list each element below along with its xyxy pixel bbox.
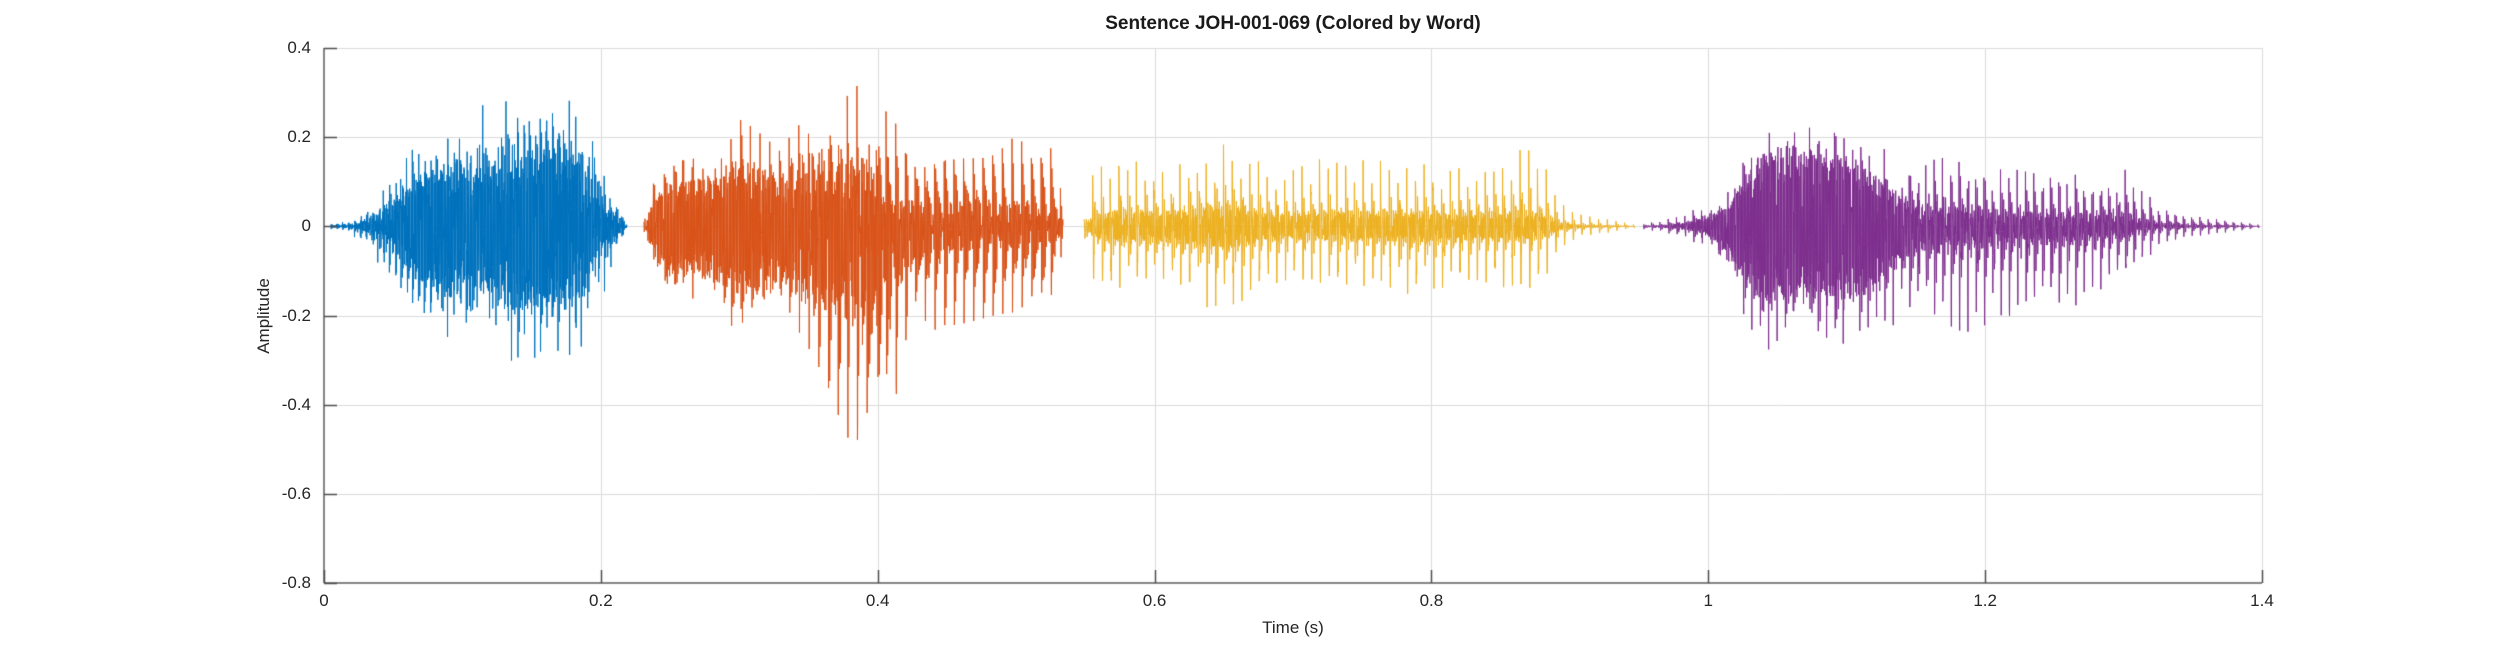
y-tick-label--0.6: -0.6	[281, 483, 311, 503]
x-axis-label: Time (s)	[1262, 618, 1324, 637]
x-tick-label-1.2: 1.2	[1973, 591, 1997, 610]
x-tick-label-0.8: 0.8	[1419, 591, 1444, 610]
y-tick-label-0.4: 0.4	[287, 38, 311, 57]
y-tick-label-0.2: 0.2	[287, 127, 311, 147]
y-tick-label--0.8: -0.8	[281, 573, 311, 592]
x-tick-label-0: 0	[319, 591, 329, 610]
x-tick-label-0.6: 0.6	[1142, 591, 1167, 610]
x-tick-label-1: 1	[1703, 591, 1714, 610]
x-tick-label-0.4: 0.4	[865, 591, 890, 610]
y-tick-label--0.4: -0.4	[281, 394, 311, 414]
plot-title: Sentence JOH-001-069 (Colored by Word)	[1105, 13, 1481, 34]
y-tick-label--0.2: -0.2	[281, 305, 311, 325]
x-tick-label-0.2: 0.2	[589, 591, 613, 610]
x-tick-label-1.4: 1.4	[2250, 591, 2274, 610]
y-tick-label-0: 0	[301, 216, 311, 236]
